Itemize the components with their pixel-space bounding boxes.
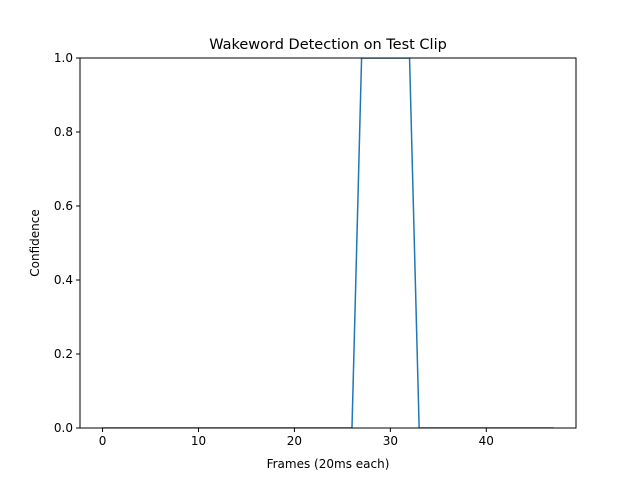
x-tick-label: 20 [287,434,302,448]
plot-frame [79,57,577,429]
x-tick-label: 10 [191,434,206,448]
x-tick-label: 30 [383,434,398,448]
y-tick-label: 0.6 [54,199,73,213]
x-tick-label: 0 [99,434,107,448]
x-axis: 0 10 20 30 40 [99,428,494,448]
y-tick-label: 1.0 [54,51,73,65]
y-tick-label: 0.2 [54,347,73,361]
y-axis-label: Confidence [28,209,42,276]
y-tick-label: 0.8 [54,125,73,139]
x-axis-label: Frames (20ms each) [267,457,390,471]
y-axis: 0.0 0.2 0.4 0.6 0.8 1.0 [54,51,80,435]
confidence-series-line [102,58,554,428]
y-tick-label: 0.4 [54,273,73,287]
x-tick-label: 40 [479,434,494,448]
chart-title: Wakeword Detection on Test Clip [209,37,447,53]
y-tick-label: 0.0 [54,421,73,435]
plot-area [102,58,554,428]
